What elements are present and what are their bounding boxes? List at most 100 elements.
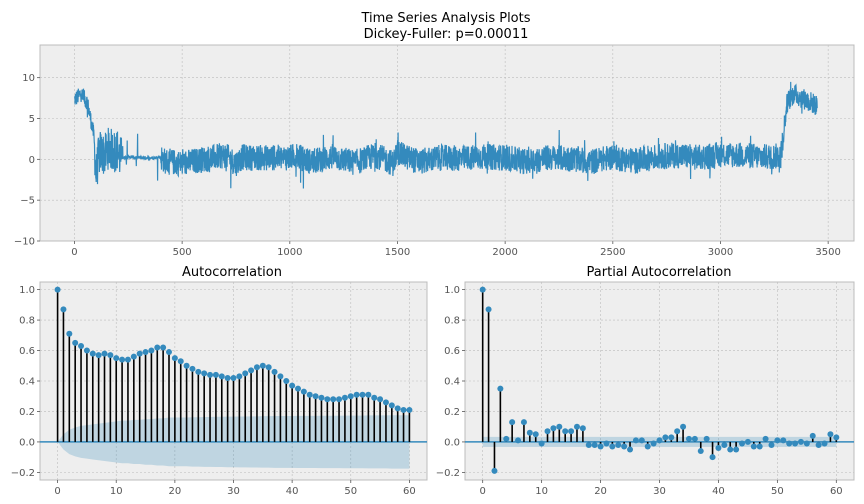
acf-marker	[95, 352, 102, 359]
acf-marker	[60, 306, 67, 313]
acf-ytick-label: 0.2	[19, 407, 35, 418]
acf-marker	[300, 388, 307, 395]
pacf-marker	[556, 423, 563, 430]
pacf-marker	[691, 435, 698, 442]
acf-marker	[388, 402, 395, 409]
pacf-marker	[632, 437, 639, 444]
acf-marker	[277, 373, 284, 380]
acf-marker	[377, 396, 384, 403]
acf-title: Autocorrelation	[182, 265, 282, 280]
figure-title-line-2: Dickey-Fuller: p=0.00011	[364, 27, 529, 42]
pacf-marker	[768, 441, 775, 448]
acf-xtick-label: 40	[286, 486, 299, 497]
pacf-marker	[709, 454, 716, 461]
pacf-marker	[520, 419, 527, 426]
acf-marker	[365, 391, 372, 398]
acf-marker	[166, 349, 172, 356]
acf-marker	[89, 350, 96, 357]
acf-marker	[406, 406, 413, 413]
pacf-marker	[650, 440, 657, 447]
pacf-marker	[774, 437, 781, 444]
pacf-marker	[591, 441, 598, 448]
pacf-marker	[809, 432, 816, 439]
pacf-marker	[573, 423, 580, 430]
ts-ytick-label: −10	[14, 237, 35, 248]
ts-ytick-label: 5	[29, 114, 35, 125]
pacf-marker	[703, 435, 710, 442]
acf-marker	[183, 362, 190, 369]
acf-xtick-label: 20	[168, 486, 181, 497]
pacf-marker	[538, 440, 545, 447]
pacf-marker	[609, 443, 616, 450]
acf-marker	[66, 330, 73, 337]
acf-xtick-label: 10	[110, 486, 123, 497]
pacf-marker	[579, 425, 586, 432]
pacf-marker	[638, 437, 645, 444]
autocorrelation-axes: 0 10 20 30 40 50 60 −0.2 0.0 0.2 0.4 0.6 0.8 1.0	[11, 281, 428, 497]
pacf-marker	[827, 431, 834, 438]
pacf-xtick-label: 20	[594, 486, 607, 497]
acf-marker	[289, 382, 296, 389]
pacf-xtick-label: 40	[712, 486, 725, 497]
ts-xtick-label: 1500	[385, 247, 410, 258]
pacf-marker	[515, 437, 522, 444]
pacf-ytick-label: −0.2	[436, 468, 460, 479]
acf-marker	[124, 356, 131, 363]
pacf-ytick-label: 0.2	[444, 407, 460, 418]
pacf-marker	[656, 437, 663, 444]
pacf-marker	[792, 440, 799, 447]
acf-marker	[142, 349, 149, 356]
acf-marker	[119, 356, 126, 363]
acf-marker	[148, 347, 155, 354]
time-series-axes: 0 500 1000 1500 2000 2500 3000 3500 −10 −5 0 5 10	[14, 44, 855, 258]
acf-ytick-label: −0.2	[11, 468, 35, 479]
pacf-marker	[662, 434, 669, 441]
pacf-title: Partial Autocorrelation	[587, 265, 732, 280]
pacf-marker	[697, 448, 704, 455]
acf-marker	[341, 394, 348, 401]
pacf-marker	[786, 440, 793, 447]
acf-marker	[265, 364, 272, 371]
acf-marker	[136, 350, 143, 357]
pacf-marker	[780, 437, 787, 444]
acf-ytick-label: 1.0	[19, 285, 35, 296]
pacf-marker	[562, 428, 569, 435]
acf-marker	[306, 391, 313, 398]
partial-autocorrelation-axes: 0 10 20 30 40 50 60 −0.2 0.0 0.2 0.4 0.6 0.8 1.0	[436, 281, 855, 497]
acf-marker	[242, 370, 249, 377]
acf-marker	[295, 385, 301, 392]
acf-marker	[212, 371, 219, 378]
acf-marker	[54, 286, 61, 293]
acf-xtick-label: 60	[403, 486, 416, 497]
pacf-marker	[597, 443, 604, 450]
acf-ytick-label: 0.8	[19, 316, 35, 327]
acf-ytick-label: 0.4	[19, 377, 35, 388]
acf-ytick-label: 0.0	[19, 437, 35, 448]
pacf-marker	[615, 441, 622, 448]
pacf-ytick-label: 0.0	[444, 437, 460, 448]
pacf-marker	[568, 428, 575, 435]
pacf-marker	[526, 429, 533, 436]
acf-marker	[359, 391, 366, 398]
pacf-ytick-label: 0.6	[444, 346, 460, 357]
ts-xtick-label: 3500	[815, 247, 840, 258]
pacf-marker	[762, 435, 769, 442]
pacf-xtick-label: 30	[653, 486, 666, 497]
pacf-marker	[532, 431, 539, 438]
acf-marker	[236, 373, 243, 380]
acf-marker	[283, 378, 290, 384]
acf-marker	[330, 396, 337, 403]
pacf-marker	[627, 446, 634, 453]
pacf-marker	[479, 286, 486, 293]
acf-ytick-label: 0.6	[19, 346, 35, 357]
ts-xtick-label: 2500	[600, 247, 625, 258]
pacf-xtick-label: 0	[479, 486, 485, 497]
acf-marker	[224, 374, 231, 381]
acf-marker	[101, 350, 108, 357]
acf-marker	[318, 394, 325, 401]
acf-marker	[253, 364, 260, 371]
pacf-marker	[739, 440, 746, 447]
acf-marker	[271, 368, 278, 375]
pacf-marker	[550, 425, 557, 432]
